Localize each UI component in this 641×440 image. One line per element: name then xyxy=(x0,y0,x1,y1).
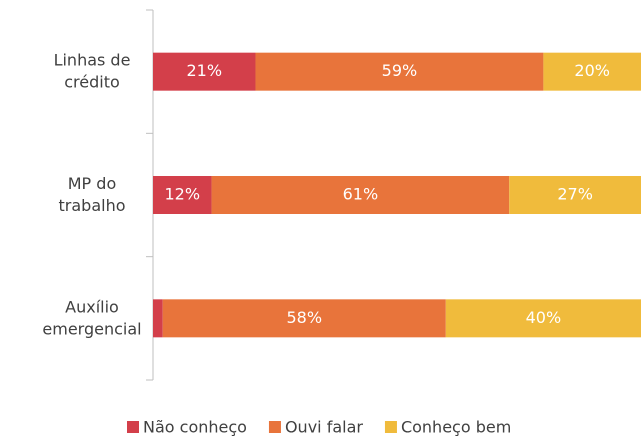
y-tick-label: MP do trabalho xyxy=(59,174,126,215)
value-label: 27% xyxy=(557,185,593,204)
value-label: 40% xyxy=(526,308,562,327)
label-line: emergencial xyxy=(42,319,141,338)
label-line: trabalho xyxy=(59,196,126,215)
value-label: 58% xyxy=(286,308,322,327)
bar-segment xyxy=(509,176,641,214)
value-label: 59% xyxy=(382,61,418,80)
bar-segment xyxy=(543,52,641,91)
bar-segment xyxy=(445,299,641,338)
legend-label: Não conheço xyxy=(143,418,247,437)
bar-segment xyxy=(153,299,163,338)
legend-swatch xyxy=(384,421,397,433)
bar-segment xyxy=(153,52,256,91)
value-label: 61% xyxy=(343,185,379,204)
label-line: MP do xyxy=(68,174,116,193)
legend-label: Conheço bem xyxy=(401,418,511,437)
label-line: Linhas de xyxy=(54,50,131,69)
label-line: crédito xyxy=(64,72,120,91)
y-tick-label: Auxílio emergencial xyxy=(42,297,141,338)
bar-segment xyxy=(211,176,510,214)
legend-label: Ouvi falar xyxy=(285,418,363,437)
bar-segment xyxy=(153,176,212,214)
label-line: Auxílio xyxy=(65,297,119,316)
bar-segment xyxy=(255,52,544,91)
y-tick-label: Linhas de crédito xyxy=(54,50,131,91)
bar-segment xyxy=(162,299,446,338)
value-label: 12% xyxy=(164,185,200,204)
legend-swatch xyxy=(127,421,139,433)
legend-swatch xyxy=(268,421,281,433)
value-label: 20% xyxy=(574,61,610,80)
value-label: 21% xyxy=(186,61,222,80)
